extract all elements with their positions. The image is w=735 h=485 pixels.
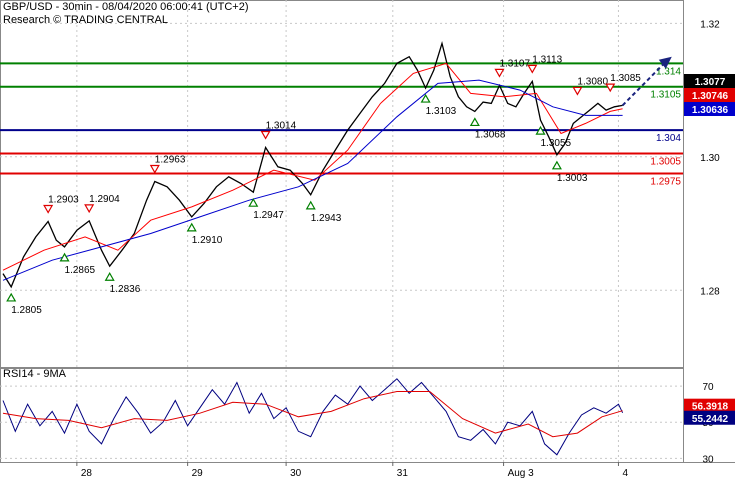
swing-low-triangle [104, 272, 115, 281]
source-label: Research © TRADING CENTRAL [3, 14, 168, 26]
main-panel-frame [0, 0, 684, 368]
price-axis-tick-label: 1.32 [700, 19, 720, 30]
swing-low-label: 1.2805 [11, 305, 42, 316]
swing-low-triangle [59, 252, 70, 262]
swing-low-label: 1.2836 [110, 284, 141, 295]
price-tag-box [684, 74, 735, 88]
forecast-arrow-shaft [621, 61, 667, 107]
price-tag-box [684, 88, 735, 102]
swing-low-triangle [551, 160, 562, 170]
price-axis-tick-label: 1.28 [700, 286, 720, 297]
support-level-label: 1.3005 [650, 156, 681, 167]
swing-high-triangle [260, 130, 271, 140]
swing-high-triangle [605, 83, 616, 93]
price-line [2, 40, 623, 289]
swing-low-triangle [305, 200, 316, 210]
swing-high-triangle [149, 164, 160, 174]
time-axis-tick-label: Aug 3 [508, 468, 535, 479]
price-tag-label: 1.30636 [692, 105, 729, 116]
price-tag-box [684, 102, 735, 116]
swing-high-label: 1.3080 [577, 76, 608, 87]
swing-high-label: 1.3113 [532, 54, 562, 65]
swing-low-label: 1.2947 [253, 210, 284, 221]
swing-high-triangle [84, 204, 95, 214]
time-axis-tick-label: 31 [397, 468, 409, 479]
swing-high-label: 1.3107 [499, 58, 530, 69]
swing-low-triangle [469, 117, 480, 127]
time-axis-tick-label: 4 [622, 468, 628, 479]
swing-low-label: 1.3103 [426, 106, 457, 117]
pivot-level-label: 1.304 [656, 133, 681, 144]
swing-high-triangle [43, 204, 54, 214]
price-tag-label: 1.3077 [695, 77, 726, 88]
resistance-level-label: 1.314 [656, 66, 681, 77]
swing-high-label: 1.3014 [266, 120, 297, 131]
time-axis-tick-label: 28 [81, 468, 93, 479]
rsi-tag-box [684, 398, 735, 413]
swing-low-triangle [420, 93, 431, 103]
ma_slow-line [2, 79, 623, 281]
ma_fast-line [2, 62, 623, 271]
swing-low-triangle [535, 125, 546, 135]
rsi-title: RSI14 - 9MA [3, 368, 66, 380]
swing-low-label: 1.2943 [311, 213, 342, 224]
resistance-level-label: 1.3105 [650, 90, 681, 101]
price-tag-label: 1.30746 [692, 91, 729, 102]
swing-high-label: 1.2963 [155, 154, 186, 165]
rsi-tag-label: 56.3918 [692, 402, 729, 413]
rsi-axis-tick-label: 30 [702, 454, 714, 465]
swing-high-triangle [494, 68, 505, 78]
swing-low-triangle [186, 222, 197, 232]
time-axis-tick-label: 30 [290, 468, 302, 479]
support-level-label: 1.2975 [650, 176, 681, 187]
price-axis-tick-label: 1.30 [700, 153, 720, 164]
rsi-tag-label: 55.2442 [692, 414, 729, 425]
rsi_fast-line [2, 378, 624, 456]
forecast-arrow-head [658, 56, 672, 69]
swing-low-triangle [6, 292, 17, 302]
swing-high-triangle [527, 64, 538, 74]
swing-high-triangle [572, 86, 583, 96]
swing-low-triangle [248, 197, 259, 207]
swing-low-label: 1.2865 [65, 265, 96, 276]
swing-high-label: 1.3085 [610, 73, 641, 84]
swing-low-label: 1.3003 [557, 173, 588, 184]
swing-low-label: 1.2910 [192, 235, 223, 246]
swing-high-label: 1.2904 [89, 194, 120, 205]
swing-low-label: 1.3068 [475, 129, 506, 140]
rsi-axis-tick-label: 70 [702, 382, 714, 393]
swing-high-label: 1.2903 [48, 195, 79, 206]
rsi-tag-box [684, 410, 735, 425]
swing-low-label: 1.3055 [540, 138, 571, 149]
rsi_slow-line [2, 391, 623, 438]
chart-title: GBP/USD - 30min - 08/04/2020 06:00:41 (U… [3, 1, 249, 13]
time-axis-tick-label: 29 [192, 468, 204, 479]
